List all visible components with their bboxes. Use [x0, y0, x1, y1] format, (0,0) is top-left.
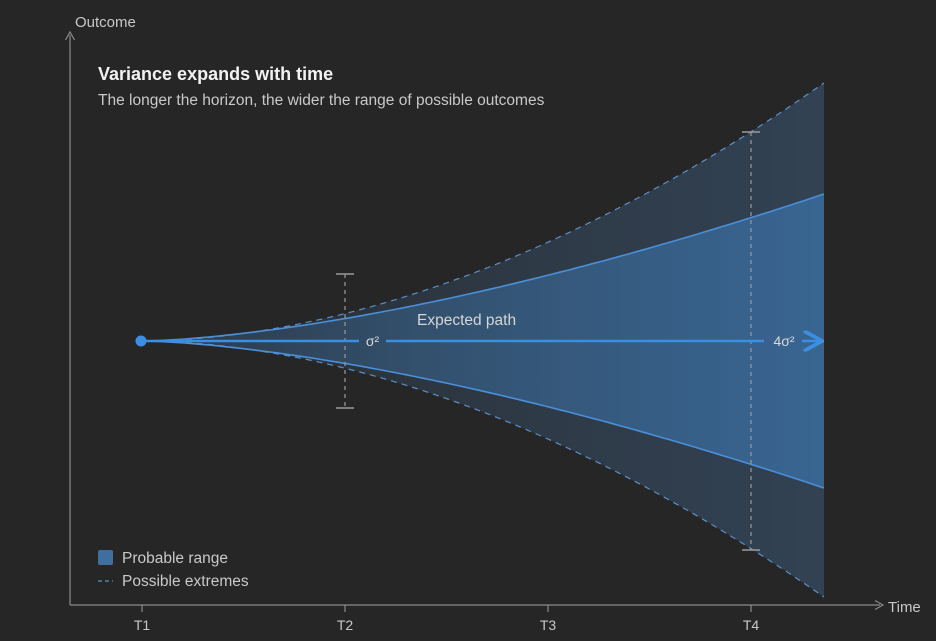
probable-lower-boundary: [141, 340, 825, 489]
y-axis: [64, 30, 76, 605]
legend-label-probable: Probable range: [122, 550, 228, 567]
x-tick-label: T2: [337, 617, 354, 633]
x-tick-label: T4: [743, 617, 760, 633]
legend-label-extremes: Possible extremes: [122, 573, 249, 590]
chart-subtitle: The longer the horizon, the wider the ra…: [98, 92, 545, 109]
x-axis: [70, 599, 885, 611]
chart-title: Variance expands with time: [98, 64, 333, 84]
probable-upper-boundary: [141, 193, 825, 342]
start-point: [135, 335, 147, 347]
legend: Probable range Possible extremes: [98, 550, 249, 590]
expected-path-label: Expected path: [417, 312, 516, 329]
x-axis-label: Time: [888, 599, 921, 616]
sigma-squared-label: σ²: [366, 333, 380, 349]
x-tick-label: T1: [134, 617, 151, 633]
y-axis-label: Outcome: [75, 14, 136, 31]
four-sigma-squared-label: 4σ²: [773, 333, 794, 349]
x-tick-label: T3: [540, 617, 557, 633]
legend-swatch-probable: [98, 550, 113, 565]
